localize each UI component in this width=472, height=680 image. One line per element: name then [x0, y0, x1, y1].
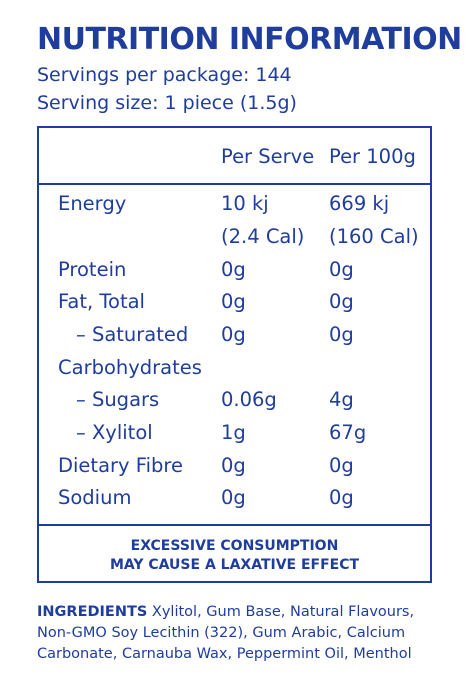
row-per-serve: 1g — [221, 421, 246, 444]
column-header-per-100g: Per 100g — [329, 145, 416, 168]
row-per-100g: 0g — [329, 258, 354, 281]
row-label: – Sugars — [76, 388, 160, 411]
row-label: Fat, Total — [58, 290, 145, 313]
row-label: – Saturated — [76, 323, 189, 346]
footer-divider — [39, 524, 430, 526]
row-per-100g: 0g — [329, 486, 354, 509]
page-title: NUTRITION INFORMATION — [37, 22, 462, 57]
warning-line-2: MAY CAUSE A LAXATIVE EFFECT — [109, 557, 360, 573]
servings-per-package: Servings per package: 144 — [37, 64, 292, 86]
row-per-serve: 0g — [221, 486, 246, 509]
row-per-serve: 0g — [221, 290, 246, 313]
row-label: – Xylitol — [76, 421, 153, 444]
ingredients-line-2: Non-GMO Soy Lecithin (322), Gum Arabic, … — [37, 625, 406, 641]
row-per-100g: 0g — [329, 323, 354, 346]
row-per-serve: 0.06g — [221, 388, 277, 411]
ingredients-line-3: Carbonate, Carnauba Wax, Peppermint Oil,… — [37, 646, 412, 662]
row-per-serve: 0g — [221, 323, 246, 346]
row-label: Carbohydrates — [58, 356, 202, 379]
column-header-per-serve: Per Serve — [221, 145, 315, 168]
row-per-100g: (160 Cal) — [329, 225, 419, 248]
row-label: Sodium — [58, 486, 132, 509]
row-per-100g: 0g — [329, 290, 354, 313]
row-label: Energy — [58, 192, 127, 215]
row-per-serve: 0g — [221, 258, 246, 281]
row-per-100g: 669 kj — [329, 192, 390, 215]
row-per-100g: 4g — [329, 388, 354, 411]
ingredients-text: Xylitol, Gum Base, Natural Flavours, — [147, 604, 415, 620]
row-per-serve: 0g — [221, 454, 246, 477]
row-per-serve: (2.4 Cal) — [221, 225, 305, 248]
row-label: Protein — [58, 258, 127, 281]
header-divider — [39, 183, 430, 185]
warning-line-1: EXCESSIVE CONSUMPTION — [130, 538, 339, 554]
nutrition-table: Per Serve Per 100g Energy 10 kj 669 kj (… — [37, 126, 432, 583]
serving-size: Serving size: 1 piece (1.5g) — [37, 92, 297, 114]
row-per-100g: 0g — [329, 454, 354, 477]
row-per-100g: 67g — [329, 421, 367, 444]
row-per-serve: 10 kj — [221, 192, 269, 215]
ingredients-line-1: INGREDIENTS Xylitol, Gum Base, Natural F… — [37, 602, 457, 623]
ingredients-heading: INGREDIENTS — [37, 604, 148, 620]
row-label: Dietary Fibre — [58, 454, 183, 477]
